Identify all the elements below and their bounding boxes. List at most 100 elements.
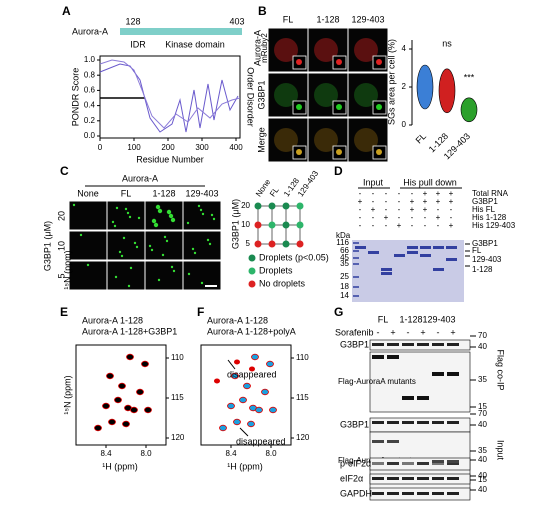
condition-mark: - [411, 213, 414, 222]
violin [438, 68, 456, 114]
panel-label: D [334, 164, 343, 178]
condition-mark: + [384, 213, 389, 222]
label: Aurora-A [252, 30, 262, 66]
dot [210, 213, 214, 217]
condition-mark: - [450, 213, 453, 222]
micrograph [182, 230, 222, 261]
label: ¹H (ppm) [102, 461, 138, 471]
dot [79, 233, 83, 237]
label: 403 [229, 16, 244, 26]
micrograph [182, 200, 222, 231]
marker-label: 15 [478, 475, 487, 484]
panel-label: C [60, 164, 69, 178]
panel-label: G [334, 305, 343, 319]
legend-label: Droplets [259, 265, 293, 275]
sign: + [390, 327, 395, 337]
y-tick-label: 4 [402, 44, 407, 53]
blot-label: Flag-AuroraA mutants [338, 377, 416, 386]
dot [161, 253, 165, 257]
condition-mark: - [372, 189, 375, 198]
x-tick-label: 100 [127, 143, 141, 152]
micrograph [106, 260, 146, 291]
dot [282, 202, 290, 210]
y-tick-label: 115 [296, 393, 309, 402]
band [402, 396, 414, 400]
condition-mark: + [423, 189, 428, 198]
label: *** [464, 72, 475, 82]
dot [128, 215, 132, 219]
y-tick-label: 0.2 [84, 116, 96, 125]
dot [268, 240, 276, 248]
curve [227, 359, 236, 370]
condition-label: His FL [472, 205, 496, 214]
condition-mark: - [398, 197, 401, 206]
dot [201, 212, 205, 216]
x-tick-label: 8.0 [140, 449, 152, 458]
dot [191, 247, 195, 251]
condition-mark: - [411, 221, 414, 230]
dot [336, 149, 342, 155]
curve [99, 63, 239, 133]
band [433, 246, 444, 249]
column-label: 129-403 [351, 14, 384, 24]
label: Merge [256, 127, 266, 153]
gel [352, 240, 464, 302]
condition-mark: + [423, 205, 428, 214]
marker-label: 66 [340, 246, 349, 255]
band [368, 251, 379, 254]
dot [254, 202, 262, 210]
dot [248, 267, 256, 275]
band-label: G3BP1 [472, 239, 498, 248]
condition-mark: - [359, 205, 362, 214]
x-tick-label: 8.0 [265, 449, 277, 458]
dot [124, 207, 128, 211]
dot [282, 221, 290, 229]
band [402, 421, 414, 424]
band [447, 372, 459, 376]
condition-label: Total RNA [472, 189, 509, 198]
construct-label: FL [378, 314, 389, 324]
violin [416, 64, 434, 110]
dot [296, 202, 304, 210]
band [402, 343, 414, 346]
label: ¹⁵N (ppm) [62, 375, 72, 414]
dot [193, 251, 197, 255]
sign: - [437, 327, 440, 337]
dot [153, 222, 159, 228]
legend-label: Aurora-A 1-128+G3BP1 [82, 326, 177, 336]
micrograph [144, 260, 184, 291]
band [417, 477, 429, 480]
y-tick-label: 0.4 [84, 101, 96, 110]
ladder [353, 263, 359, 265]
y-tick-label: 0.0 [84, 131, 96, 140]
band [381, 272, 392, 275]
condition-label: His 1-128 [472, 213, 507, 222]
dot [122, 236, 126, 240]
label: ¹H (ppm) [227, 461, 263, 471]
peak [94, 424, 102, 432]
band [432, 477, 444, 480]
ladder [353, 295, 359, 297]
panel-label: B [258, 4, 267, 18]
condition-mark: - [385, 189, 388, 198]
dot [157, 278, 161, 282]
peak [249, 366, 255, 372]
ladder [353, 242, 359, 244]
legend-label: No droplets [259, 278, 306, 288]
condition-mark: - [450, 205, 453, 214]
label: kDa [336, 231, 351, 240]
dot [186, 221, 190, 225]
violin [460, 97, 478, 123]
dot [120, 254, 124, 258]
dot [354, 83, 378, 107]
marker-label: 40 [478, 485, 487, 494]
band [420, 246, 431, 249]
label: Aurora-A [72, 26, 108, 36]
band [446, 246, 457, 249]
y-tick-label: 1.0 [84, 55, 96, 64]
peak [130, 406, 138, 414]
band [402, 492, 414, 495]
marker-label: 14 [340, 291, 349, 300]
condition-mark: - [385, 205, 388, 214]
